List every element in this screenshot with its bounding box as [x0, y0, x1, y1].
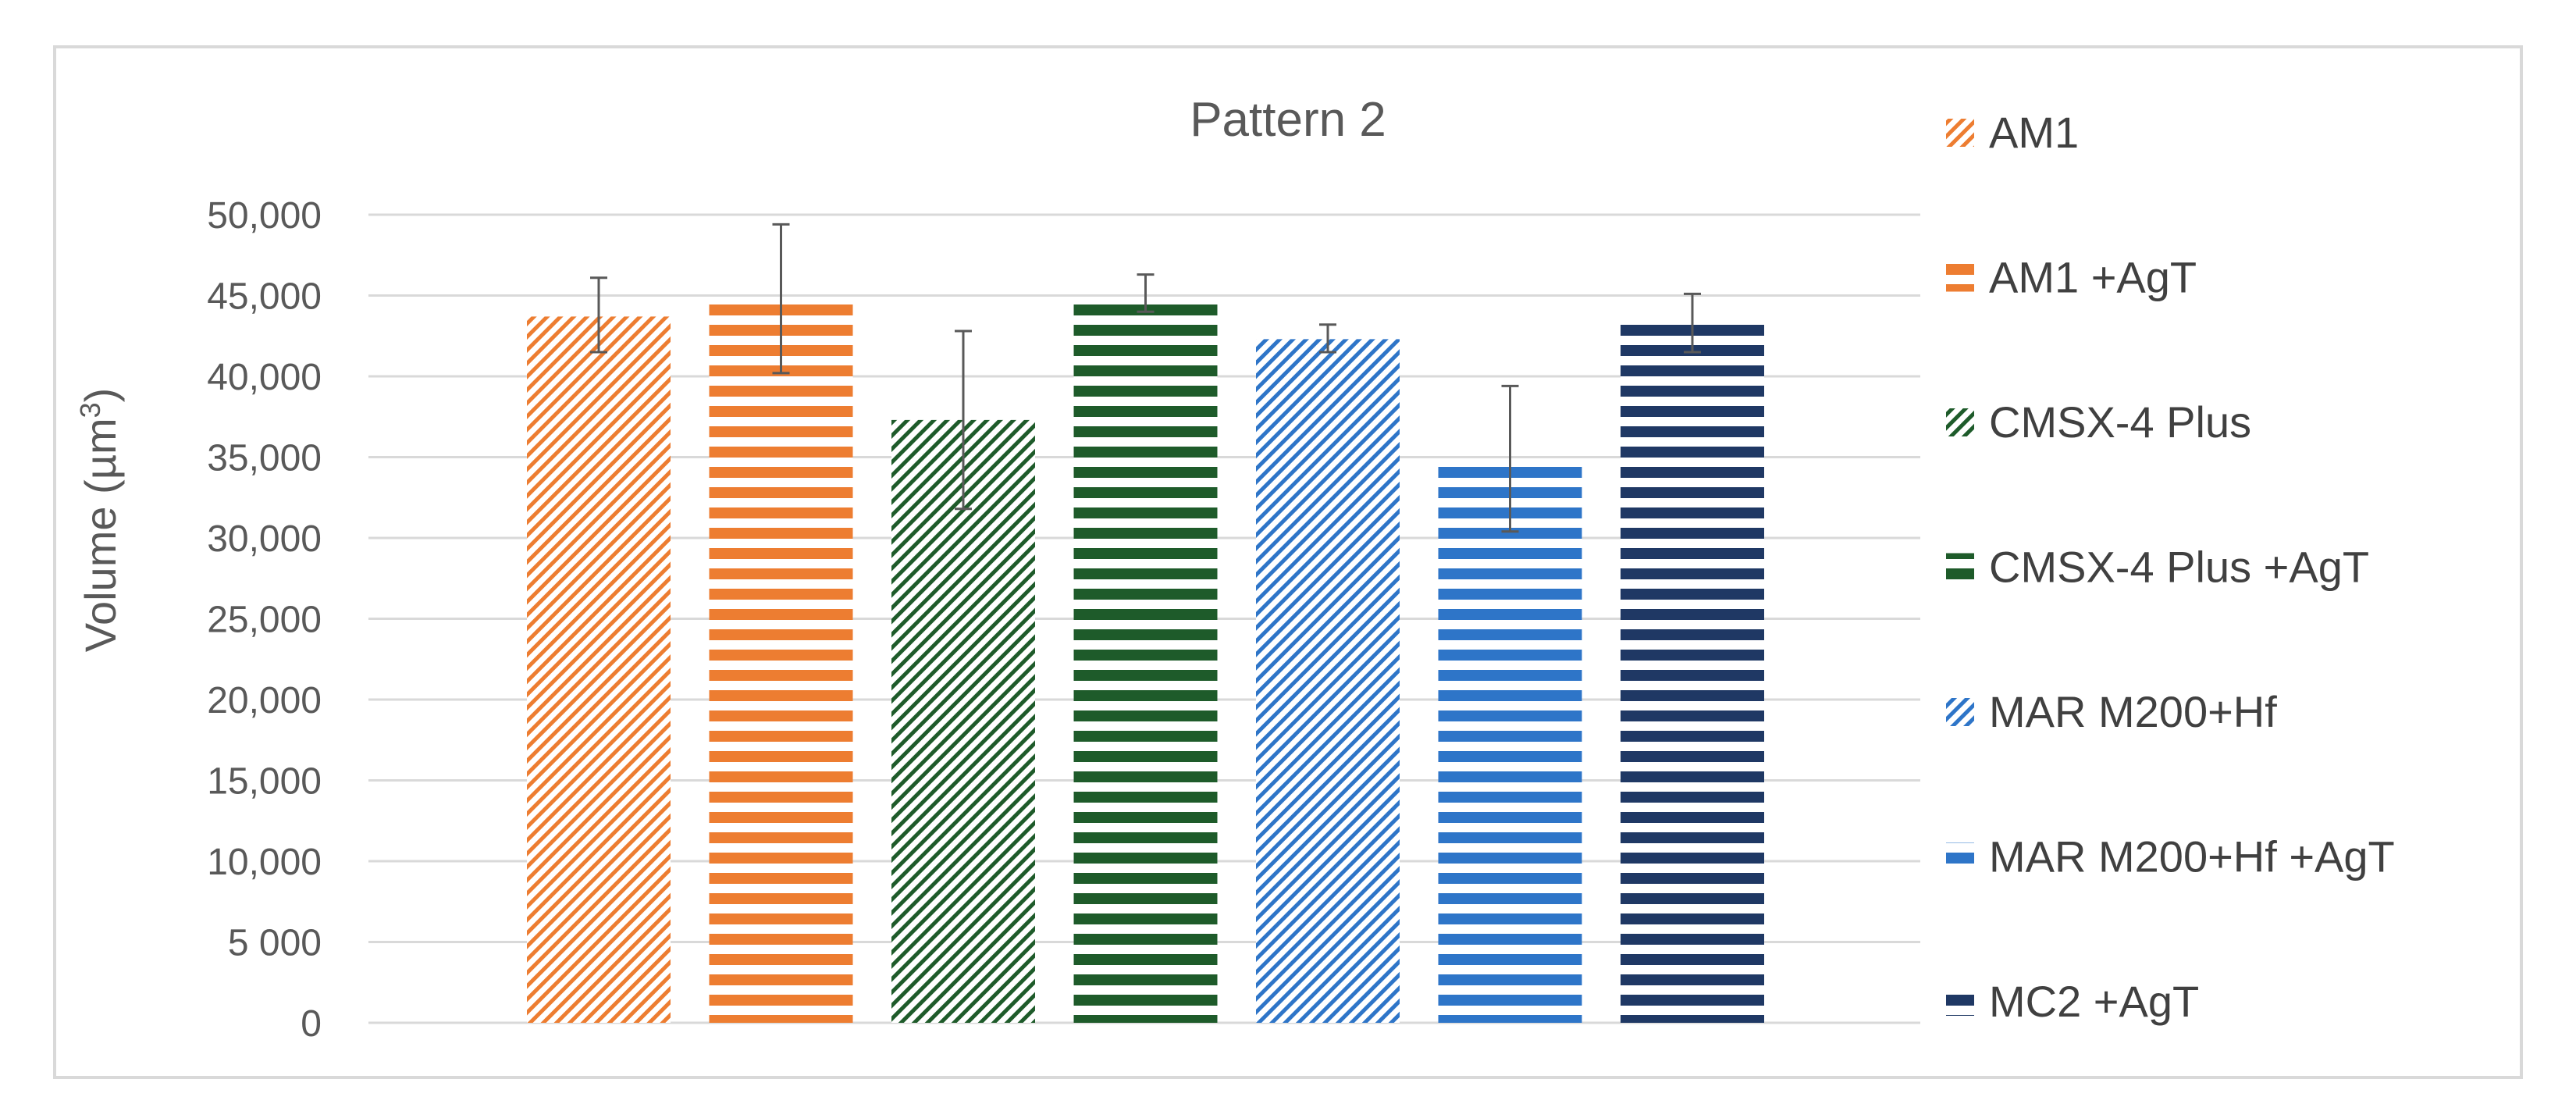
legend-swatch: [1946, 988, 1974, 1016]
y-axis-title: Volume (µm3): [74, 388, 126, 653]
legend-swatch: [1946, 842, 1974, 871]
error-bar: [1319, 323, 1336, 354]
y-tick-label: 50,000: [207, 195, 322, 237]
legend-entry: MAR M200+Hf: [1946, 687, 2277, 736]
y-tick-label: 45,000: [207, 276, 322, 318]
legend-entry: AM1: [1946, 108, 2079, 157]
legend-label: AM1: [1989, 108, 2079, 157]
chart-title: Pattern 2: [1190, 93, 1386, 147]
error-bar: [1137, 273, 1155, 313]
error-bar: [1501, 384, 1519, 533]
bar: [1621, 324, 1764, 1023]
legend-label: CMSX-4 Plus: [1989, 397, 2251, 447]
bar: [709, 298, 853, 1023]
y-tick-label: 30,000: [207, 518, 322, 560]
bar: [1256, 339, 1400, 1023]
error-bar: [772, 223, 790, 375]
legend-swatch: [1946, 119, 1974, 147]
legend-label: MC2 +AgT: [1989, 977, 2199, 1026]
bar: [1073, 297, 1218, 1023]
error-bar: [590, 276, 607, 354]
legend-entry: CMSX-4 Plus: [1946, 397, 2251, 447]
error-bar: [1684, 292, 1701, 354]
y-tick-label: 5 000: [228, 923, 322, 964]
y-axis-ticks: 0 5 000 10,000 15,000 20,000 25,000 30,000 35,0…: [207, 195, 322, 1045]
legend-swatch: [1946, 698, 1974, 726]
y-tick-label: 10,000: [207, 842, 322, 883]
y-tick-label: 35,000: [207, 438, 322, 479]
error-bars: [590, 223, 1701, 533]
legend-label: CMSX-4 Plus +AgT: [1989, 543, 2369, 592]
legend-swatch: [1946, 553, 1974, 582]
legend-entry: CMSX-4 Plus +AgT: [1946, 543, 2369, 592]
y-tick-label: 0: [301, 1003, 322, 1045]
legend-label: MAR M200+Hf +AgT: [1989, 832, 2395, 881]
y-tick-label: 15,000: [207, 761, 322, 803]
legend-swatch: [1946, 263, 1974, 292]
legend: AM1 AM1 +AgT CMSX-4 Plus CMSX-4 Plus +AgT MA…: [1946, 108, 2395, 1026]
legend-label: MAR M200+Hf: [1989, 687, 2277, 736]
legend-entry: AM1 +AgT: [1946, 253, 2197, 302]
error-bar: [955, 329, 972, 511]
bar: [527, 316, 671, 1023]
legend-swatch: [1946, 408, 1974, 436]
legend-entry: MC2 +AgT: [1946, 977, 2199, 1026]
legend-label: AM1 +AgT: [1989, 253, 2197, 302]
y-tick-label: 40,000: [207, 357, 322, 398]
bar: [1438, 458, 1582, 1023]
y-tick-label: 25,000: [207, 600, 322, 641]
legend-entry: MAR M200+Hf +AgT: [1946, 832, 2395, 881]
bar: [891, 419, 1035, 1023]
bars: [527, 297, 1764, 1023]
y-tick-label: 20,000: [207, 680, 322, 721]
